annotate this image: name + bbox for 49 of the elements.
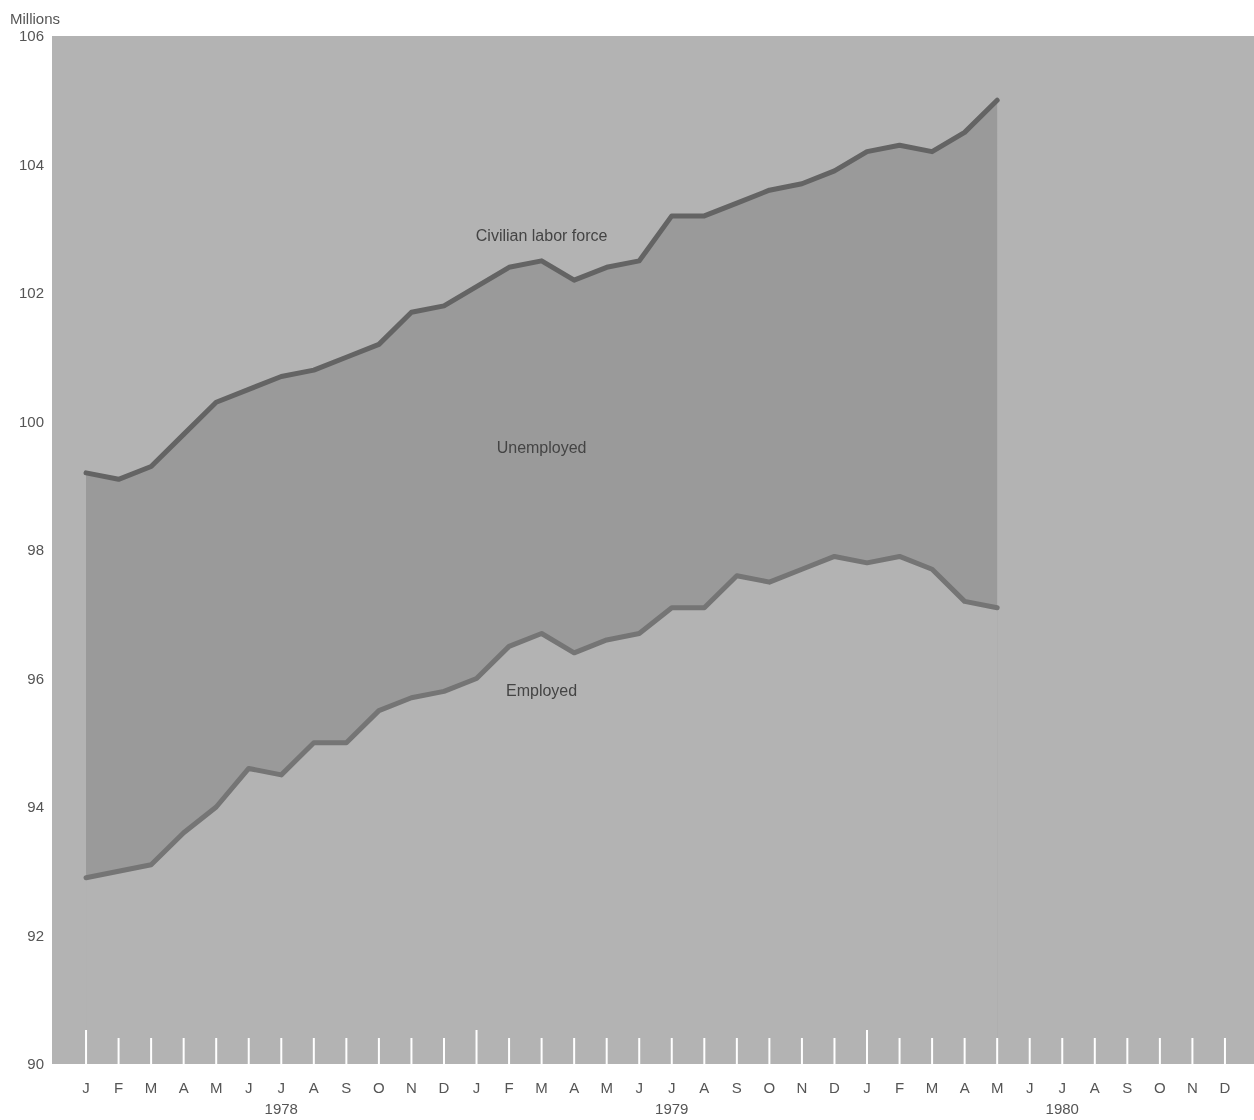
y-tick-label: 96 [27, 669, 44, 687]
x-tick-label: F [894, 1079, 905, 1096]
y-tick-label: 104 [18, 155, 44, 173]
x-tick-label: J 1979 [655, 1079, 689, 1117]
x-tick-label: O [1154, 1079, 1166, 1096]
y-tick-label: 92 [27, 926, 44, 944]
x-tick-label: N [796, 1079, 808, 1096]
x-tick-label: J [635, 1079, 643, 1096]
x-tick-label: S [341, 1079, 352, 1096]
x-tick-label: M [990, 1079, 1004, 1096]
x-tick-label: S [731, 1079, 742, 1096]
x-tick-label: F [114, 1079, 124, 1096]
x-tick-label: A [959, 1079, 970, 1096]
x-tick-label: M [144, 1079, 158, 1096]
x-tick-label: J [244, 1079, 253, 1096]
x-tick-label: A [178, 1079, 189, 1096]
x-tick-label: J 1980 [1045, 1079, 1079, 1117]
y-tick-label: 100 [18, 412, 44, 430]
annotation: Unemployed [496, 439, 587, 457]
x-tick-label: F [504, 1079, 514, 1096]
x-tick-label: M [600, 1079, 613, 1096]
x-tick-label: J [472, 1079, 481, 1096]
y-tick-label: 102 [18, 284, 44, 301]
x-tick-label: D [438, 1079, 450, 1096]
x-tick-label: A [699, 1079, 710, 1096]
x-tick-label: J 1978 [264, 1079, 298, 1117]
x-tick-label: D [829, 1079, 841, 1096]
x-tick-label: J [863, 1079, 871, 1096]
x-tick-label: J [1025, 1079, 1034, 1096]
series-label: Civilian labor force [475, 226, 608, 244]
x-tick-label: M [209, 1079, 223, 1096]
x-tick-label: D [1219, 1079, 1231, 1096]
x-tick-label: M [535, 1079, 548, 1096]
y-tick-label: 90 [27, 1055, 44, 1072]
y-tick-label: 98 [27, 541, 44, 558]
x-tick-label: O [763, 1079, 776, 1096]
y-axis-title: Millions [10, 10, 61, 27]
x-tick-label: S [1122, 1079, 1133, 1096]
x-tick-label: A [1089, 1079, 1100, 1096]
series-label: Employed [506, 681, 578, 699]
x-tick-label: M [925, 1079, 939, 1096]
y-tick-label: 106 [18, 27, 44, 44]
y-tick-label: 94 [27, 798, 44, 815]
x-tick-label: N [406, 1079, 417, 1096]
x-tick-label: A [569, 1079, 580, 1096]
x-tick-label: A [308, 1079, 319, 1096]
x-tick-label: J [82, 1079, 90, 1096]
x-tick-label: O [373, 1079, 385, 1096]
x-tick-label: N [1187, 1079, 1198, 1096]
